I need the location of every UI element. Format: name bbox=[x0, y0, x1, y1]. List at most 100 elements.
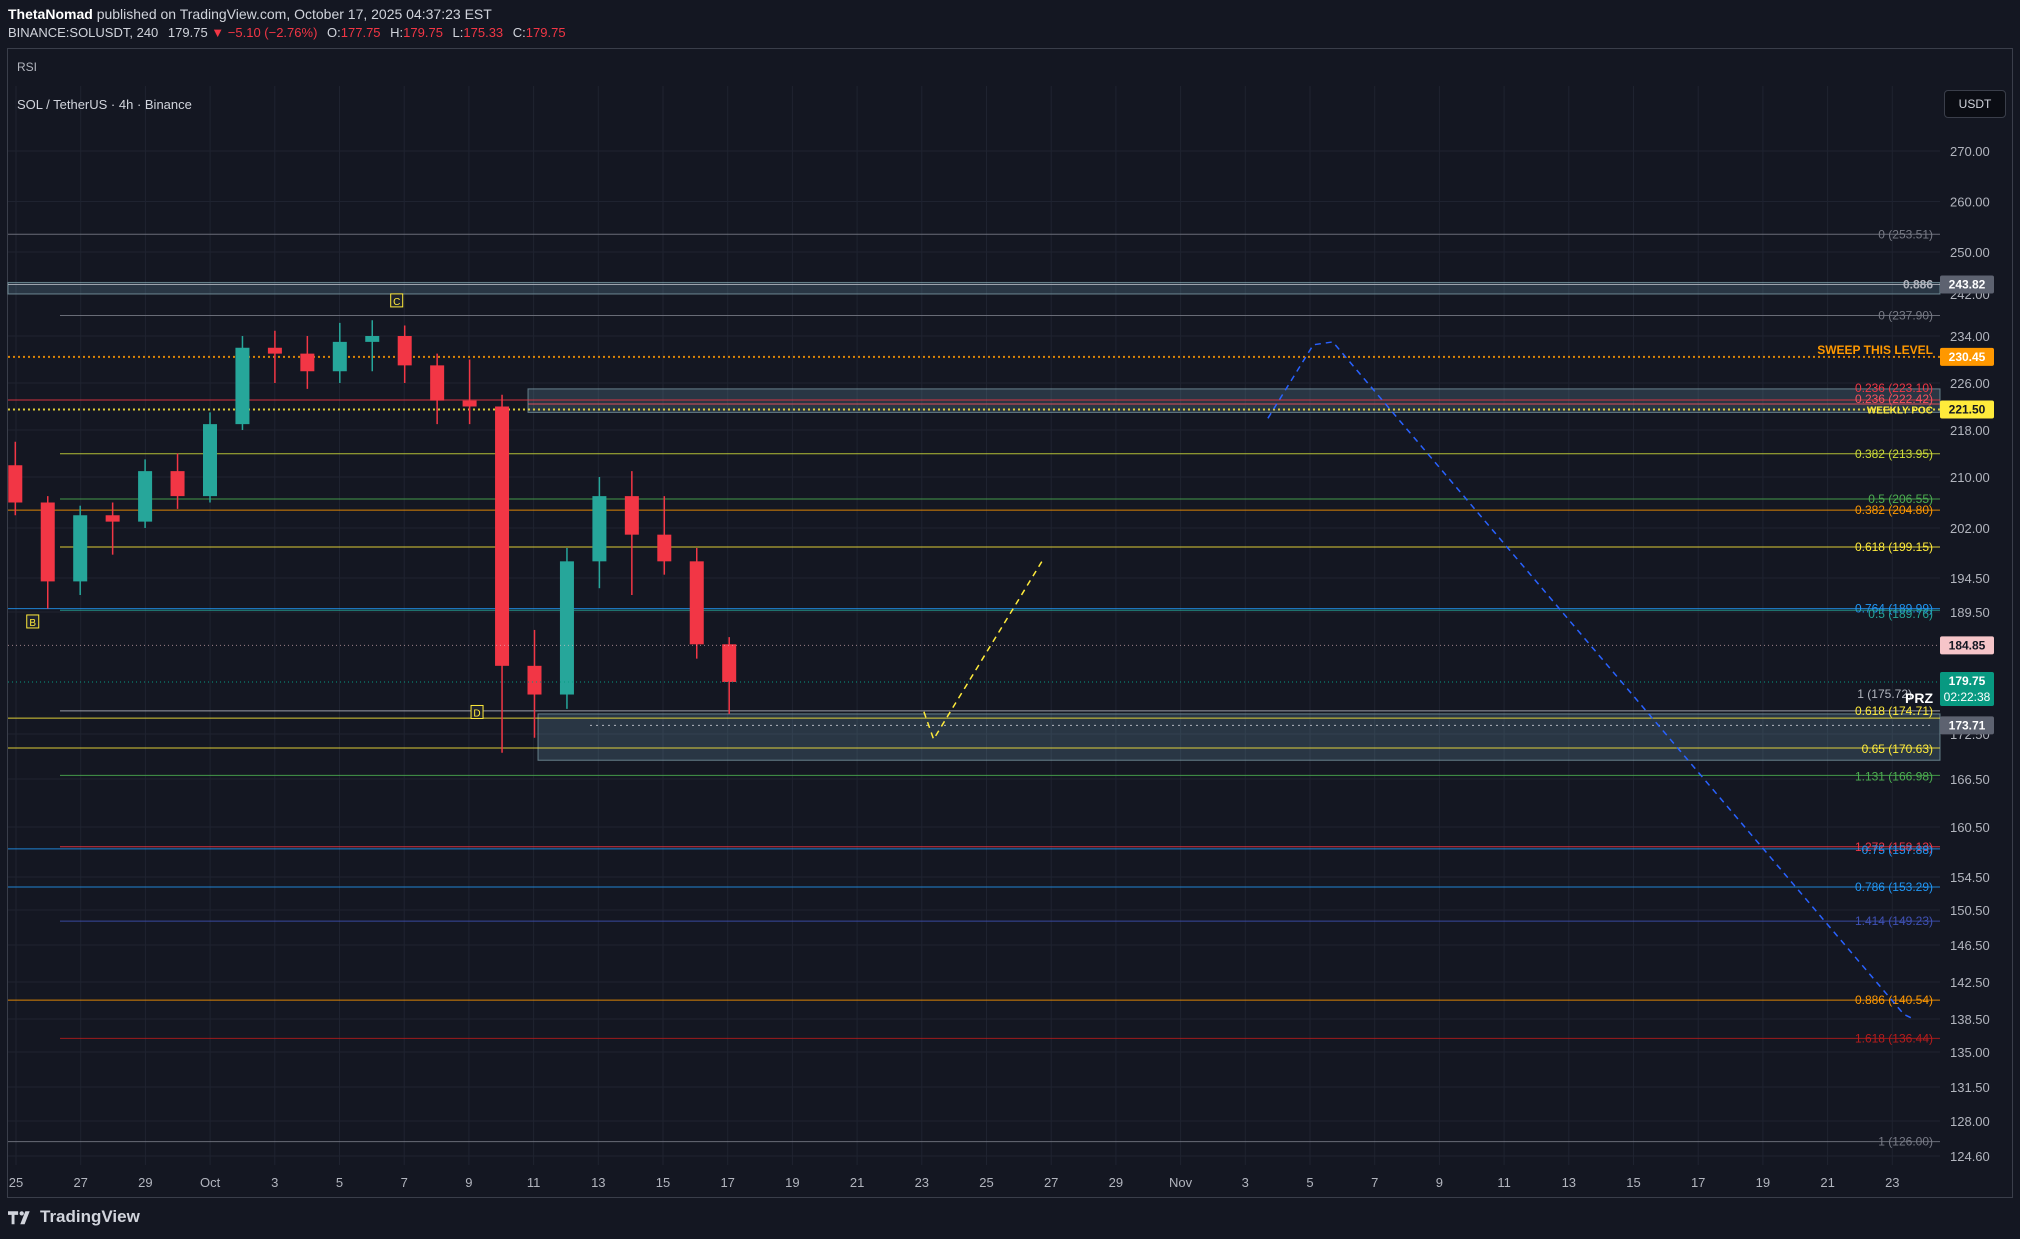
candle-body bbox=[430, 365, 445, 401]
x-axis-tick-label: 27 bbox=[1044, 1175, 1058, 1190]
currency-button[interactable]: USDT bbox=[1944, 90, 2006, 118]
x-axis-tick-label: 11 bbox=[1497, 1175, 1511, 1190]
level-label: 1 (126.00) bbox=[1878, 1135, 1933, 1149]
x-axis-tick-label: 29 bbox=[138, 1175, 152, 1190]
y-axis-tick-label: 150.50 bbox=[1950, 903, 1990, 918]
y-axis-tick-label: 194.50 bbox=[1950, 571, 1990, 586]
published-text: published on TradingView.com, October 17… bbox=[96, 6, 492, 22]
x-axis-tick-label: 23 bbox=[915, 1175, 929, 1190]
price-tag bbox=[1940, 347, 1994, 366]
ohlc-header: BINANCE:SOLUSDT, 240 179.75 ▼ −5.10 (−2.… bbox=[8, 25, 566, 40]
candles bbox=[8, 320, 737, 753]
tradingview-footer[interactable]: TradingView bbox=[8, 1207, 140, 1227]
x-axis-tick-label: 29 bbox=[1109, 1175, 1123, 1190]
x-axis-tick-label: 25 bbox=[979, 1175, 993, 1190]
level-label: 0.382 (204.80) bbox=[1855, 503, 1933, 517]
low-value: 175.33 bbox=[463, 25, 504, 40]
level-label: 1.272 (158.13) bbox=[1855, 840, 1933, 854]
x-axis-tick-label: Oct bbox=[200, 1175, 221, 1190]
level-label: 0.75 (157.88) bbox=[1862, 843, 1933, 857]
level-label: 1.618 (136.44) bbox=[1855, 1031, 1933, 1045]
close-label: C: bbox=[512, 25, 526, 40]
level-label: 0 (253.51) bbox=[1878, 227, 1933, 241]
x-axis-tick-label: 25 bbox=[9, 1175, 23, 1190]
y-axis-tick-label: 250.00 bbox=[1950, 245, 1990, 260]
symbol-title: SOL / TetherUS · 4h · Binance bbox=[17, 97, 192, 112]
candle-body bbox=[40, 502, 55, 582]
x-axis-tick-label: 9 bbox=[465, 1175, 472, 1190]
x-axis-tick-label: 5 bbox=[336, 1175, 343, 1190]
x-axis-tick-label: Nov bbox=[1169, 1175, 1193, 1190]
price-zone bbox=[527, 388, 1941, 413]
indicator-label[interactable]: RSI bbox=[17, 60, 38, 74]
x-axis-tick-label: 7 bbox=[401, 1175, 408, 1190]
candle-body bbox=[722, 644, 737, 682]
level-label: 0.5 (189.76) bbox=[1868, 607, 1933, 621]
open-label: O: bbox=[327, 25, 341, 40]
chart-frame bbox=[7, 48, 2013, 1198]
x-axis-tick-label: 19 bbox=[785, 1175, 799, 1190]
price-tag bbox=[1940, 716, 1994, 735]
x-axis-tick-label: 21 bbox=[1820, 1175, 1834, 1190]
x-axis-tick-label: 9 bbox=[1436, 1175, 1443, 1190]
pattern-point-marker bbox=[470, 704, 484, 719]
candle-body bbox=[203, 424, 217, 497]
x-axis-tick-label: 5 bbox=[1306, 1175, 1313, 1190]
last-price: 179.75 bbox=[167, 25, 208, 40]
candle-body bbox=[300, 353, 315, 372]
x-axis-tick-label: 19 bbox=[1756, 1175, 1770, 1190]
zones bbox=[7, 281, 1941, 761]
price-tag bbox=[1940, 400, 1994, 419]
level-label: 0.236 (222.42) bbox=[1855, 392, 1933, 406]
candle-body bbox=[592, 496, 607, 562]
open-value: 177.75 bbox=[340, 25, 381, 40]
level-label: 0.886 (140.54) bbox=[1855, 993, 1933, 1007]
x-axis: 25 27 29 Oct 3 5 7 9 11 13 15 17 19 21 23 25 27 29 Nov 3 5 7 9… bbox=[9, 1175, 1900, 1190]
y-axis-tick-label: 226.00 bbox=[1950, 376, 1990, 391]
low-label: L: bbox=[452, 25, 464, 40]
pattern-points: B C D bbox=[26, 293, 484, 719]
candle-body bbox=[8, 465, 23, 503]
price-tag bbox=[1940, 636, 1994, 655]
price-tag-label: 221.50 bbox=[1949, 402, 1986, 416]
candle-body bbox=[332, 341, 347, 372]
price-tag bbox=[1940, 275, 1994, 294]
y-axis-tick-label: 146.50 bbox=[1950, 938, 1990, 953]
candle-body bbox=[235, 347, 250, 425]
y-axis-tick-label: 210.00 bbox=[1950, 470, 1990, 485]
price-tags: 243.82 230.45 221.50 184.85 179.75 02:22:38 17… bbox=[1940, 275, 1994, 735]
level-label: 0.236 (223.10) bbox=[1855, 381, 1933, 395]
projection-path bbox=[923, 557, 1045, 741]
y-axis-tick-label: 202.00 bbox=[1950, 521, 1990, 536]
fib-levels: 0 (253.51) 0.886 0 (237.90) SWEEP THIS LEVE… bbox=[8, 227, 1940, 1149]
price-tag-label: 173.71 bbox=[1949, 718, 1986, 732]
x-axis-tick-label: 3 bbox=[1242, 1175, 1249, 1190]
pattern-point-label: D bbox=[473, 708, 480, 719]
y-axis-tick-label: 166.50 bbox=[1950, 772, 1990, 787]
pattern-point-marker bbox=[390, 293, 404, 308]
price-zone bbox=[537, 713, 1941, 761]
pattern-point-label: B bbox=[29, 618, 36, 629]
level-label: 0.618 (174.71) bbox=[1855, 704, 1933, 718]
y-axis-tick-label: 142.50 bbox=[1950, 975, 1990, 990]
price-tag-label: 230.45 bbox=[1949, 350, 1986, 364]
level-label: 0.886 bbox=[1903, 277, 1933, 291]
x-axis-tick-label: 13 bbox=[591, 1175, 605, 1190]
x-axis-tick-label: 21 bbox=[850, 1175, 864, 1190]
level-label: 0 (237.90) bbox=[1878, 309, 1933, 323]
price-tag-label: 184.85 bbox=[1949, 638, 1986, 652]
y-axis: 270.00260.00250.00242.00234.00226.00218.… bbox=[1950, 144, 1990, 1164]
footer-brand: TradingView bbox=[40, 1207, 140, 1226]
candle-body bbox=[267, 347, 282, 354]
candle-body bbox=[105, 515, 120, 522]
level-label: 1.131 (166.98) bbox=[1855, 769, 1933, 783]
x-axis-tick-label: 3 bbox=[271, 1175, 278, 1190]
x-axis-tick-label: 15 bbox=[1626, 1175, 1640, 1190]
high-value: 179.75 bbox=[403, 25, 443, 40]
y-axis-tick-label: 189.50 bbox=[1950, 605, 1990, 620]
publisher-name[interactable]: ThetaNomad bbox=[8, 6, 93, 22]
level-label: SWEEP THIS LEVEL bbox=[1817, 343, 1933, 357]
publish-header: ThetaNomad published on TradingView.com,… bbox=[8, 6, 492, 22]
candle-body bbox=[495, 406, 510, 666]
